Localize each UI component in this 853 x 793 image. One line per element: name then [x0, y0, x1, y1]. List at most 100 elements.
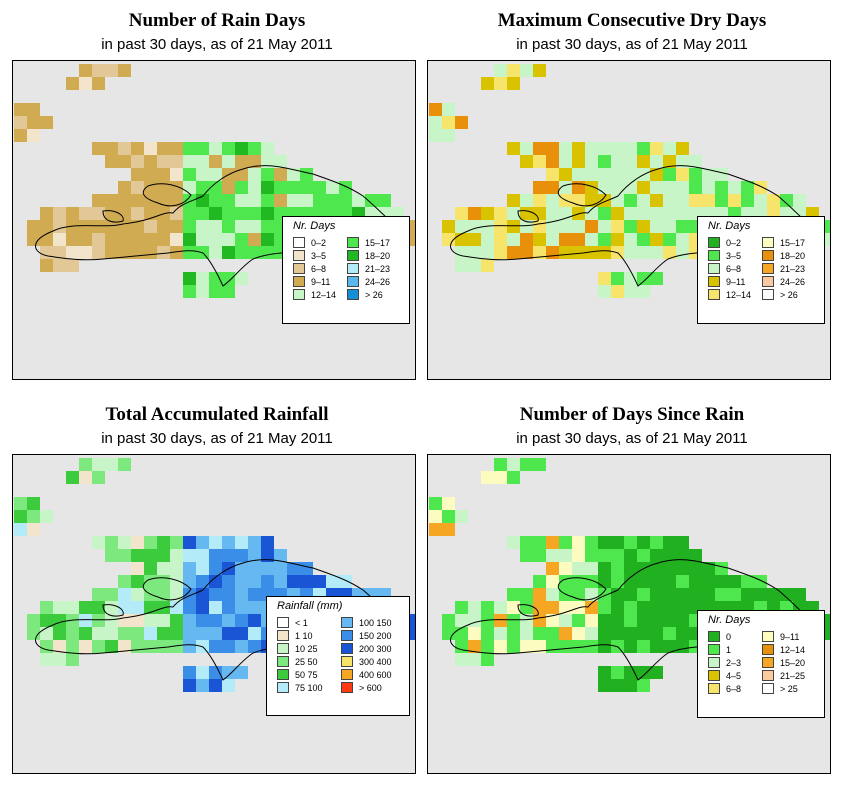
grid-cell	[118, 627, 131, 640]
grid-cell	[235, 549, 248, 562]
grid-cell	[559, 549, 572, 562]
grid-cell	[689, 194, 702, 207]
grid-cell	[157, 536, 170, 549]
grid-cell	[222, 194, 235, 207]
grid-cell	[494, 207, 507, 220]
grid-cell	[676, 181, 689, 194]
grid-cell	[546, 155, 559, 168]
grid-cell	[455, 246, 468, 259]
grid-cell	[520, 536, 533, 549]
grid-cell	[533, 627, 546, 640]
grid-cell	[429, 510, 442, 523]
grid-cell	[429, 116, 442, 129]
grid-cell	[481, 601, 494, 614]
grid-cell	[468, 233, 481, 246]
grid-cell	[481, 640, 494, 653]
grid-cell	[209, 614, 222, 627]
grid-cell	[339, 181, 352, 194]
legend-swatch	[708, 237, 720, 248]
grid-cell	[585, 168, 598, 181]
legend-swatch	[762, 683, 774, 694]
grid-cell	[624, 679, 637, 692]
grid-cell	[105, 233, 118, 246]
legend-swatch	[341, 656, 353, 667]
grid-cell	[637, 220, 650, 233]
grid-cell	[442, 614, 455, 627]
grid-cell	[14, 116, 27, 129]
grid-cell	[209, 272, 222, 285]
grid-cell	[624, 272, 637, 285]
panel-subtitle: in past 30 days, as of 21 May 2011	[516, 430, 748, 447]
grid-cell	[728, 194, 741, 207]
legend-label: 9–11	[780, 632, 800, 642]
grid-cell	[455, 510, 468, 523]
grid-cell	[118, 181, 131, 194]
grid-cell	[365, 194, 378, 207]
grid-cell	[598, 142, 611, 155]
grid-cell	[300, 575, 313, 588]
legend-label: 12–14	[311, 290, 337, 300]
grid-cell	[209, 220, 222, 233]
grid-cell	[533, 575, 546, 588]
grid-cell	[494, 458, 507, 471]
legend-swatch	[293, 276, 305, 287]
grid-cell	[105, 549, 118, 562]
grid-cell	[92, 471, 105, 484]
grid-cell	[520, 64, 533, 77]
grid-cell	[261, 168, 274, 181]
grid-cell	[183, 272, 196, 285]
grid-cell	[637, 142, 650, 155]
grid-cell	[611, 142, 624, 155]
grid-cell	[157, 168, 170, 181]
grid-cell	[274, 562, 287, 575]
grid-cell	[131, 640, 144, 653]
grid-cell	[157, 246, 170, 259]
grid-cell	[572, 536, 585, 549]
grid-cell	[222, 666, 235, 679]
grid-cell	[689, 575, 702, 588]
grid-cell	[533, 549, 546, 562]
grid-cell	[455, 640, 468, 653]
grid-cell	[520, 155, 533, 168]
legend-label: < 1	[295, 618, 308, 628]
grid-cell	[507, 458, 520, 471]
grid-cell	[118, 194, 131, 207]
grid-cell	[702, 181, 715, 194]
grid-cell	[611, 207, 624, 220]
grid-cell	[559, 155, 572, 168]
grid-cell	[572, 181, 585, 194]
grid-cell	[455, 601, 468, 614]
grid-cell	[585, 536, 598, 549]
grid-cell	[157, 627, 170, 640]
legend-label: 200 300	[359, 644, 392, 654]
panel-title: Number of Days Since Rain	[519, 404, 745, 425]
legend-swatch	[277, 656, 289, 667]
grid-cell	[611, 549, 624, 562]
grid-cell	[261, 246, 274, 259]
grid-cell	[598, 679, 611, 692]
legend-swatch	[277, 669, 289, 680]
grid-cell	[611, 614, 624, 627]
grid-cell	[170, 207, 183, 220]
grid-cell	[455, 259, 468, 272]
grid-cell	[715, 588, 728, 601]
grid-cell	[105, 601, 118, 614]
grid-cell	[261, 194, 274, 207]
grid-cell	[611, 168, 624, 181]
legend-swatch	[347, 250, 359, 261]
grid-cell	[637, 575, 650, 588]
grid-cell	[79, 64, 92, 77]
grid-cell	[196, 285, 209, 298]
grid-cell	[326, 181, 339, 194]
grid-cell	[468, 207, 481, 220]
grid-cell	[546, 588, 559, 601]
grid-cell	[209, 168, 222, 181]
grid-cell	[702, 588, 715, 601]
grid-cell	[546, 575, 559, 588]
legend-label: 50 75	[295, 670, 318, 680]
grid-cell	[533, 207, 546, 220]
grid-cell	[611, 575, 624, 588]
grid-cell	[676, 627, 689, 640]
grid-cell	[235, 627, 248, 640]
grid-cell	[546, 614, 559, 627]
